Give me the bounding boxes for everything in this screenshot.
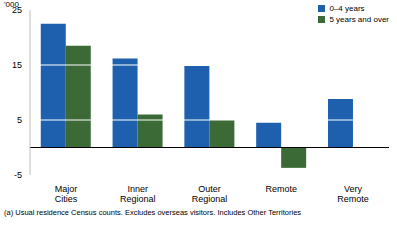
html-text:(a) Usual residence Census cou: (a) Usual residence Census counts. Exclu… xyxy=(4,208,302,217)
html-text:5 years and over: 5 years and over xyxy=(329,15,389,24)
svg-text:VeryRemote: VeryRemote xyxy=(337,184,369,204)
svg-text:InnerRegional: InnerRegional xyxy=(120,184,156,204)
svg-text:25: 25 xyxy=(12,5,22,15)
svg-text:Remote: Remote xyxy=(266,184,298,194)
svg-text:5: 5 xyxy=(17,115,22,125)
html-text:'000: '000 xyxy=(4,0,19,9)
svg-text:MajorCities: MajorCities xyxy=(55,184,78,204)
svg-text:OuterRegional: OuterRegional xyxy=(192,184,228,204)
svg-text:15: 15 xyxy=(12,60,22,70)
html-text:0–4 years: 0–4 years xyxy=(329,4,365,13)
svg-text:-5: -5 xyxy=(14,170,22,180)
